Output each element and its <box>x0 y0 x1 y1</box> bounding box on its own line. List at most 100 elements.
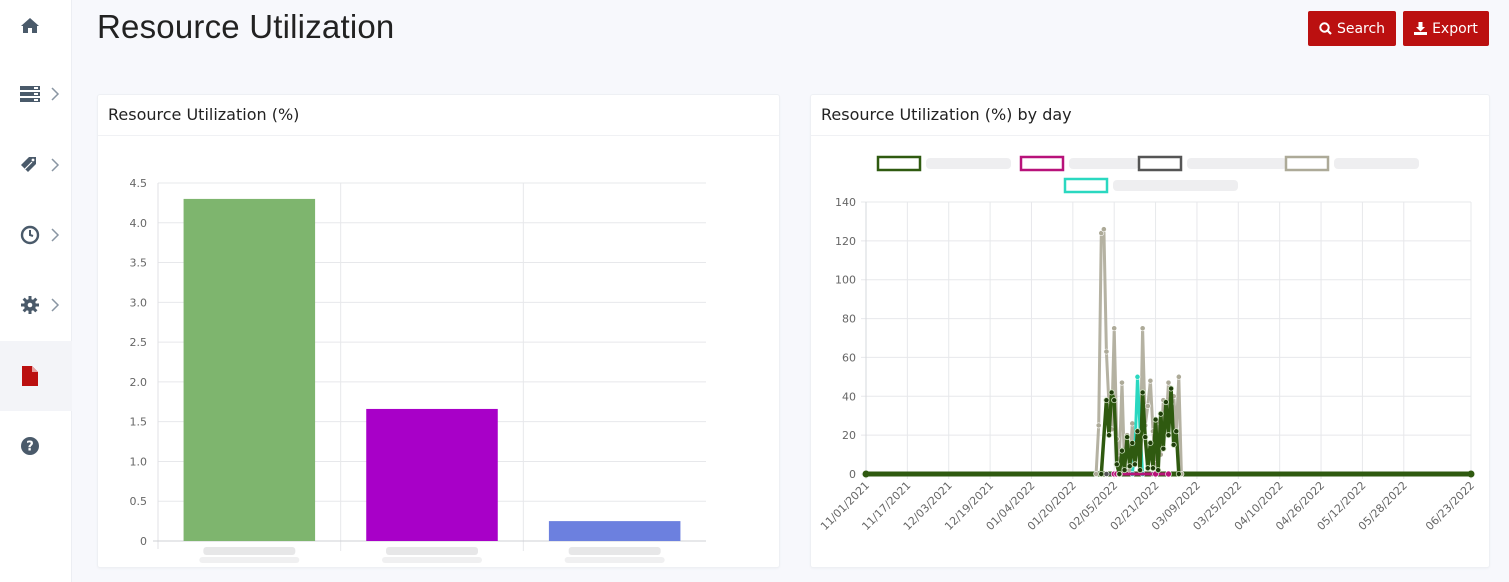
y-tick-label: 140 <box>835 196 856 209</box>
series-point <box>1152 416 1159 423</box>
sidebar-item-settings[interactable] <box>0 270 72 340</box>
series-point <box>1108 389 1115 396</box>
y-tick-label: 120 <box>835 235 856 248</box>
y-tick-label: 0 <box>140 535 147 548</box>
y-tick-label: 20 <box>842 429 856 442</box>
series-point <box>1129 420 1136 427</box>
x-tick-label-placeholder <box>568 547 661 555</box>
sidebar-item-history[interactable] <box>0 200 72 270</box>
sidebar-item-servers[interactable] <box>0 59 72 129</box>
series-point <box>1175 373 1182 380</box>
search-button-label: Search <box>1336 20 1386 37</box>
divider <box>811 135 1489 136</box>
svg-text:?: ? <box>26 440 34 455</box>
server-icon <box>19 83 41 105</box>
line-chart-title: Resource Utilization (%) by day <box>821 105 1072 124</box>
file-icon <box>19 365 41 387</box>
bar-chart-panel: Resource Utilization (%) 0 0.5 1.0 1.5 2.0 2.… <box>97 94 780 568</box>
series-point <box>1121 467 1128 474</box>
sidebar-item-reports[interactable] <box>0 341 72 411</box>
x-tick-label-placeholder <box>386 547 478 555</box>
series-point <box>1147 439 1154 446</box>
series-point <box>1147 377 1154 384</box>
bar <box>548 521 681 541</box>
y-tick-label: 1.5 <box>130 416 148 429</box>
series-point <box>1165 432 1172 439</box>
legend-label-placeholder <box>1113 180 1238 191</box>
series-point <box>1165 379 1172 386</box>
series-point <box>1165 470 1172 478</box>
series-point <box>1124 434 1131 441</box>
x-tick-label-placeholder <box>199 557 300 563</box>
series-point <box>1137 467 1144 474</box>
y-tick-label: 80 <box>842 313 856 326</box>
export-button[interactable]: Export <box>1403 11 1489 46</box>
series-point <box>1111 397 1118 404</box>
bar-chart-title: Resource Utilization (%) <box>108 105 300 124</box>
series-point <box>1162 399 1169 406</box>
chevron-right-icon <box>50 298 60 312</box>
sidebar-item-tags[interactable] <box>0 130 72 200</box>
series-point <box>1134 373 1141 380</box>
bar-chart: 0 0.5 1.0 1.5 2.0 2.5 3.0 3.5 4.0 4.5 <box>130 177 706 563</box>
y-tick-label: 3.0 <box>130 296 148 309</box>
series-point <box>1095 422 1102 429</box>
gear-icon <box>19 294 41 316</box>
series-point <box>1142 434 1149 441</box>
series-point <box>1168 385 1175 392</box>
legend-label-placeholder <box>926 158 1011 169</box>
x-tick-label-placeholder <box>203 547 296 555</box>
series-point <box>1160 445 1167 452</box>
divider <box>98 135 779 136</box>
y-tick-label: 2.5 <box>130 336 148 349</box>
series-point <box>1144 465 1151 472</box>
chevron-right-icon <box>50 158 60 172</box>
y-tick-label: 40 <box>842 390 856 403</box>
chevron-right-icon <box>50 228 60 242</box>
series-line <box>1099 386 1181 476</box>
series-point <box>1467 470 1475 478</box>
legend-label-placeholder <box>1069 158 1139 169</box>
download-icon <box>1414 22 1428 35</box>
x-tick-label: 06/23/2022 <box>1423 479 1477 533</box>
sidebar-item-home[interactable] <box>0 0 72 60</box>
series-point <box>1111 325 1118 332</box>
legend-swatch <box>1063 177 1109 194</box>
series-point <box>1118 447 1125 454</box>
search-icon <box>1319 22 1332 35</box>
x-tick-label-placeholder <box>564 557 665 563</box>
y-tick-label: 3.5 <box>130 257 148 270</box>
series-point <box>1129 439 1136 446</box>
y-tick-label: 0 <box>849 468 856 481</box>
series-point <box>1134 428 1141 435</box>
clock-icon <box>19 224 41 246</box>
legend-swatch <box>876 155 922 172</box>
legend-swatch <box>1284 155 1330 172</box>
series-point <box>1173 428 1180 435</box>
series-point <box>1126 463 1133 470</box>
x-tick-label-placeholder <box>382 557 482 563</box>
series-point <box>1157 410 1164 417</box>
series-point <box>1113 461 1120 468</box>
line-chart: 02040608010012014011/01/202111/17/202112… <box>818 155 1477 533</box>
series-point <box>1098 470 1105 477</box>
series-point <box>1103 471 1110 477</box>
series-point <box>1100 226 1107 233</box>
series-point <box>1170 441 1177 448</box>
series-point <box>1116 470 1123 477</box>
sidebar-item-help[interactable]: ? <box>0 411 72 481</box>
series-point <box>1149 465 1156 472</box>
page-title: Resource Utilization <box>97 8 395 45</box>
home-icon <box>19 14 41 36</box>
legend-label-placeholder <box>1187 158 1287 169</box>
search-button[interactable]: Search <box>1308 11 1396 46</box>
y-tick-label: 60 <box>842 351 856 364</box>
series-point <box>1103 397 1110 404</box>
chevron-right-icon <box>50 87 60 101</box>
bar <box>183 198 316 541</box>
help-icon: ? <box>19 435 41 457</box>
series-point <box>1139 389 1146 396</box>
legend-label-placeholder <box>1334 158 1419 169</box>
bar <box>366 408 498 541</box>
series-point <box>1103 348 1110 355</box>
